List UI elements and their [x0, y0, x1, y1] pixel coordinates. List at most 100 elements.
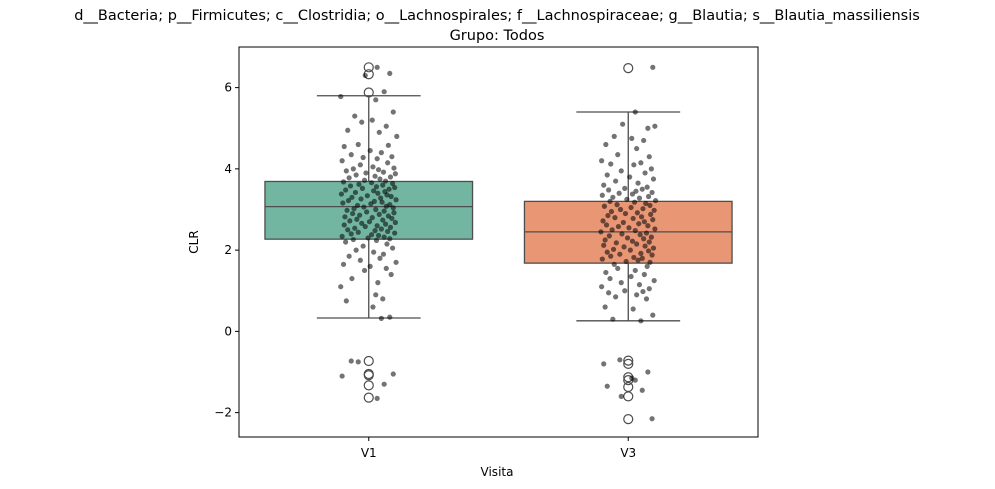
- data-point: [599, 192, 605, 198]
- data-point: [357, 162, 363, 168]
- x-axis-label: Visita: [481, 465, 514, 479]
- data-point: [608, 208, 615, 215]
- data-point: [365, 235, 371, 241]
- data-point: [393, 259, 399, 265]
- data-point: [361, 204, 367, 210]
- data-point: [378, 150, 384, 156]
- x-tick-label: V3: [620, 446, 636, 460]
- data-point: [641, 236, 647, 242]
- data-point: [375, 232, 382, 239]
- data-point: [641, 271, 647, 278]
- data-point: [636, 195, 643, 201]
- data-point: [627, 174, 633, 180]
- data-point: [349, 194, 355, 200]
- data-point: [370, 164, 376, 170]
- data-point: [387, 174, 394, 180]
- data-point: [621, 244, 627, 250]
- data-point: [392, 230, 398, 236]
- data-point: [381, 89, 387, 95]
- data-point: [393, 197, 399, 203]
- data-point: [599, 158, 605, 164]
- data-point: [650, 312, 656, 318]
- data-point: [632, 267, 638, 274]
- box-iqr: [264, 180, 474, 240]
- data-point: [626, 225, 632, 231]
- data-point: [340, 261, 347, 267]
- data-point: [375, 280, 381, 286]
- data-point: [388, 271, 394, 278]
- strip-points-V3: [598, 64, 659, 422]
- data-point: [345, 227, 351, 233]
- data-point: [629, 135, 635, 142]
- data-point: [368, 232, 375, 238]
- data-point: [338, 93, 344, 100]
- data-point: [352, 225, 358, 231]
- data-point: [615, 152, 621, 158]
- data-point: [383, 203, 389, 209]
- data-point: [373, 237, 380, 243]
- data-point: [364, 193, 370, 199]
- data-point: [649, 189, 655, 196]
- data-point: [623, 258, 629, 265]
- data-point: [620, 121, 626, 127]
- data-point: [372, 228, 378, 234]
- data-point: [369, 117, 375, 123]
- data-point: [613, 294, 619, 300]
- data-point: [343, 298, 349, 304]
- data-point: [348, 152, 354, 158]
- data-point: [610, 316, 616, 322]
- data-point: [639, 186, 645, 192]
- data-point: [390, 371, 396, 377]
- data-point: [363, 170, 369, 176]
- data-point: [377, 176, 383, 182]
- data-point: [387, 70, 393, 77]
- data-point: [649, 252, 655, 258]
- data-point: [630, 306, 636, 312]
- data-point: [615, 223, 622, 230]
- data-point: [603, 269, 609, 276]
- data-point: [384, 192, 390, 198]
- data-point: [602, 237, 608, 243]
- chart-subtitle: Grupo: Todos: [450, 28, 545, 44]
- data-point: [605, 212, 611, 219]
- data-point: [356, 181, 362, 187]
- data-point: [369, 215, 375, 221]
- data-point: [380, 251, 387, 257]
- data-point: [609, 227, 615, 233]
- data-point: [373, 206, 379, 213]
- data-point: [387, 314, 393, 320]
- data-point: [355, 359, 361, 365]
- data-point: [607, 275, 613, 282]
- data-point: [380, 182, 386, 188]
- data-point: [632, 377, 638, 383]
- data-point: [392, 171, 398, 177]
- data-point: [616, 190, 622, 196]
- plot-area: [264, 62, 733, 425]
- data-point: [615, 265, 621, 272]
- data-point: [367, 147, 373, 154]
- data-point: [359, 119, 365, 125]
- data-point: [340, 179, 347, 185]
- data-point: [368, 201, 374, 207]
- data-point: [601, 361, 607, 367]
- data-point: [638, 214, 645, 220]
- data-point: [353, 247, 359, 253]
- data-point: [620, 219, 626, 226]
- data-point: [646, 239, 652, 245]
- data-point: [619, 231, 625, 237]
- data-point: [601, 182, 607, 188]
- data-point: [606, 290, 612, 296]
- data-point: [378, 195, 384, 201]
- box-group-V3: [523, 63, 733, 425]
- data-point: [348, 231, 354, 237]
- data-point: [629, 238, 636, 244]
- data-point: [618, 168, 624, 174]
- data-point: [618, 280, 624, 286]
- data-point: [389, 245, 396, 251]
- y-axis-label: CLR: [187, 230, 201, 253]
- data-point: [359, 185, 366, 191]
- data-point: [370, 304, 376, 310]
- strip-points-V1: [338, 64, 400, 402]
- data-point: [376, 211, 382, 217]
- data-point: [602, 304, 608, 310]
